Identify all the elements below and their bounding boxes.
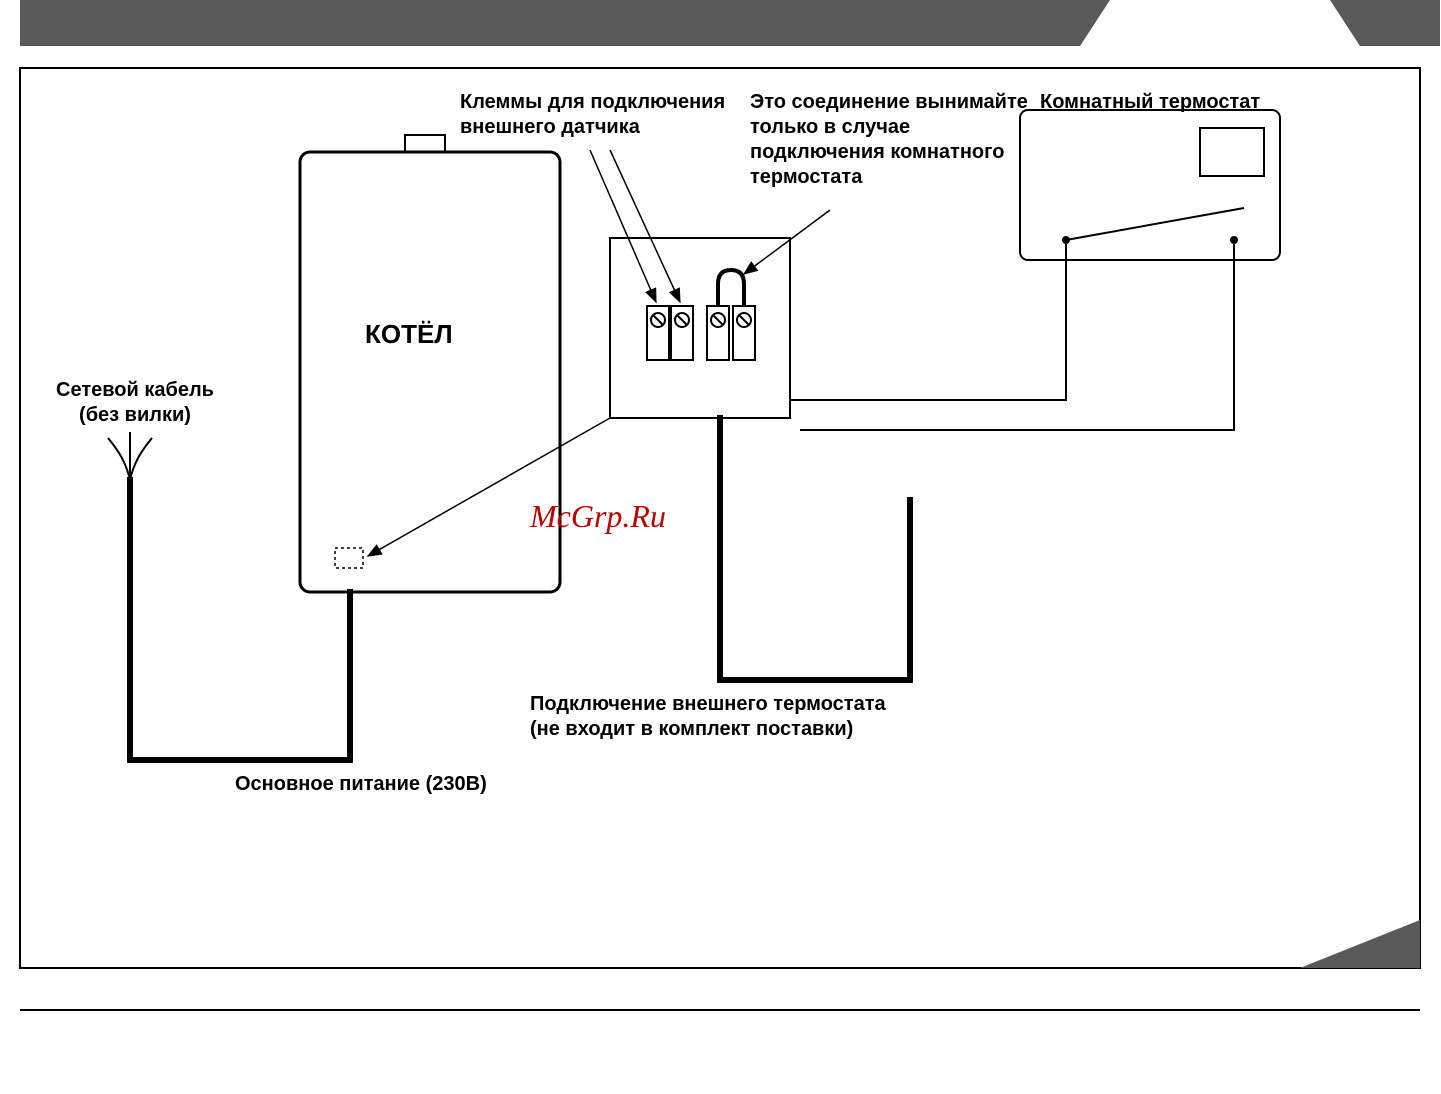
header-bar-left-slope — [1080, 0, 1110, 46]
room-thermostat-screen — [1200, 128, 1264, 176]
ext-sensor-terminals-label: Клеммы для подключения внешнего датчика — [460, 90, 725, 140]
mains-cable-label: Сетевой кабель (без вилки) — [45, 378, 225, 428]
ext-thermo-label: Подключение внешнего термостата (не вход… — [530, 692, 886, 742]
diagram-page: КОТЁЛ Сетевой кабель (без вилки) Основно… — [0, 0, 1441, 1094]
boiler-label: КОТЁЛ — [365, 318, 453, 351]
room-thermo-label: Комнатный термостат — [1040, 90, 1260, 115]
header-bar-right — [1360, 0, 1440, 46]
watermark-text: McGrp.Ru — [530, 498, 666, 535]
mains-tail — [108, 432, 152, 480]
header-bar-left — [20, 0, 1080, 46]
wire-thermo-left — [790, 244, 1066, 400]
header-bar-right-slope — [1330, 0, 1360, 46]
thermo-contact-right — [1230, 236, 1238, 244]
main-power-label: Основное питание (230В) — [235, 772, 487, 797]
wire-ext-thermostat — [720, 418, 910, 680]
boiler-vent — [405, 135, 445, 152]
jumper-note-label: Это соединение вынимайте только в случае… — [750, 90, 1028, 190]
wire-thermo-right — [800, 244, 1234, 430]
diagram-svg — [0, 0, 1441, 1094]
footer-corner — [1300, 920, 1420, 968]
terminal-box — [610, 238, 790, 418]
boiler-body — [300, 152, 560, 592]
